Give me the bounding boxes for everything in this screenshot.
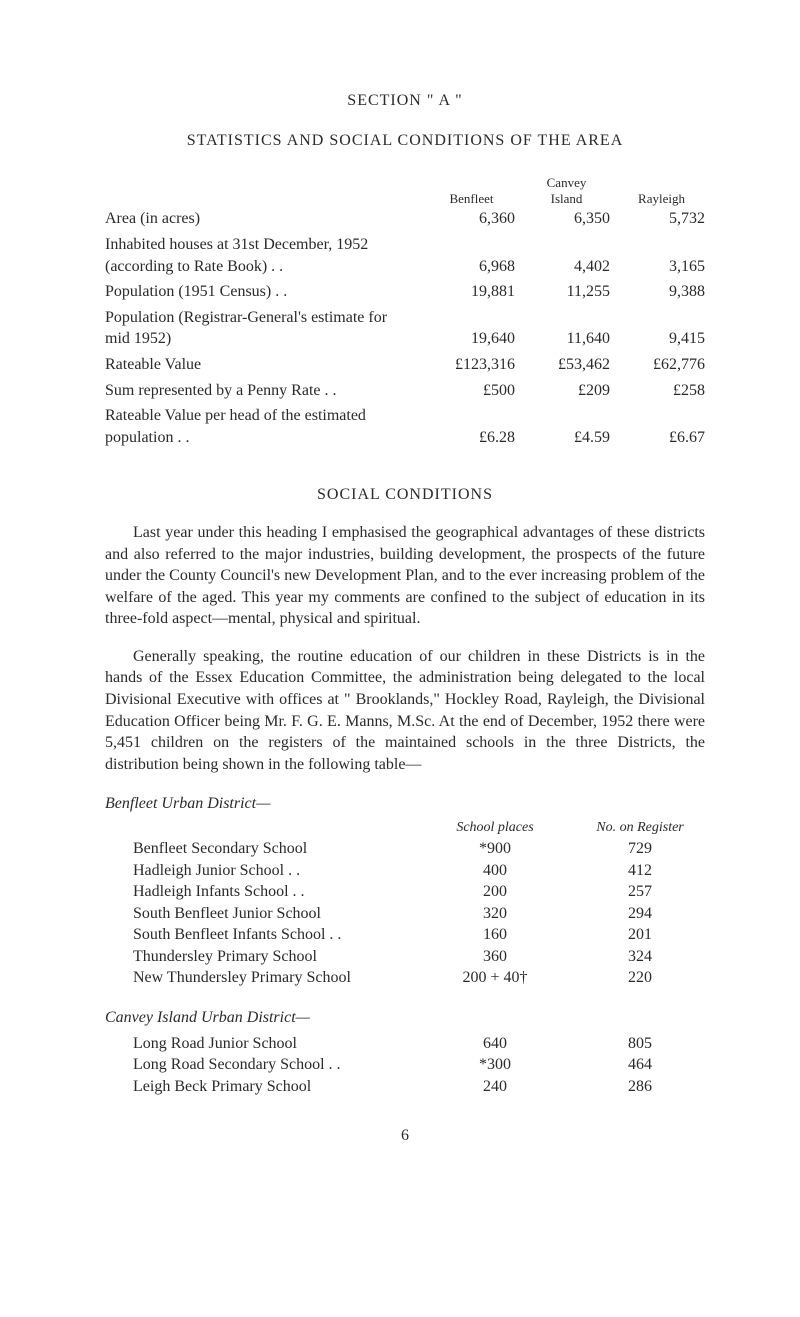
cell: 240: [415, 1076, 575, 1098]
row-label: Population (1951 Census) . .: [105, 281, 420, 303]
district-title: Benfleet Urban District—: [105, 793, 705, 815]
cell: 6,360: [420, 208, 515, 230]
school-name: South Benfleet Junior School: [105, 903, 415, 925]
cell: £123,316: [420, 354, 515, 376]
cell: 320: [415, 903, 575, 925]
cell: 286: [575, 1076, 705, 1098]
paragraph: Generally speaking, the routine educatio…: [105, 646, 705, 776]
row-label: Rateable Value per head of the estimated…: [105, 405, 420, 448]
school-name: New Thundersley Primary School: [105, 967, 415, 989]
cell: 640: [415, 1033, 575, 1055]
cell: £4.59: [515, 427, 610, 449]
cell: £53,462: [515, 354, 610, 376]
cell: 160: [415, 924, 575, 946]
table-row: Population (Registrar-General's estimate…: [105, 307, 705, 350]
table-row: Benfleet Secondary School*900729: [105, 838, 705, 860]
col-header: No. on Register: [575, 819, 705, 838]
school-name: Thundersley Primary School: [105, 946, 415, 968]
school-name: Long Road Junior School: [105, 1033, 415, 1055]
col-header: CanveyIsland: [515, 175, 610, 206]
canvey-school-table: Long Road Junior School640805 Long Road …: [105, 1033, 705, 1098]
school-name: Long Road Secondary School . .: [105, 1054, 415, 1076]
cell: 201: [575, 924, 705, 946]
table-row: South Benfleet Junior School320294: [105, 903, 705, 925]
table-row: Long Road Junior School640805: [105, 1033, 705, 1055]
paragraph: Last year under this heading I emphasise…: [105, 522, 705, 630]
section-title: SECTION " A ": [105, 90, 705, 112]
statistics-table: Benfleet CanveyIsland Rayleigh Area (in …: [105, 175, 705, 448]
cell: 220: [575, 967, 705, 989]
cell: 200 + 40†: [415, 967, 575, 989]
cell: 729: [575, 838, 705, 860]
cell: 3,165: [610, 256, 705, 278]
row-label: Sum represented by a Penny Rate . .: [105, 380, 420, 402]
school-name: Hadleigh Junior School . .: [105, 860, 415, 882]
page-number: 6: [105, 1125, 705, 1147]
cell: 6,350: [515, 208, 610, 230]
cell: 294: [575, 903, 705, 925]
table-row: New Thundersley Primary School200 + 40†2…: [105, 967, 705, 989]
school-name: Leigh Beck Primary School: [105, 1076, 415, 1098]
cell: 400: [415, 860, 575, 882]
table-row: Population (1951 Census) . . 19,881 11,2…: [105, 281, 705, 303]
table-row: Area (in acres) 6,360 6,350 5,732: [105, 208, 705, 230]
cell: 9,415: [610, 328, 705, 350]
cell: £500: [420, 380, 515, 402]
school-name: South Benfleet Infants School . .: [105, 924, 415, 946]
cell: 5,732: [610, 208, 705, 230]
table-row: Rateable Value per head of the estimated…: [105, 405, 705, 448]
cell: 464: [575, 1054, 705, 1076]
table-row: Thundersley Primary School360324: [105, 946, 705, 968]
cell: 9,388: [610, 281, 705, 303]
cell: *900: [415, 838, 575, 860]
table-row: Hadleigh Infants School . .200257: [105, 881, 705, 903]
table-row: Leigh Beck Primary School240286: [105, 1076, 705, 1098]
table-row: Long Road Secondary School . .*300464: [105, 1054, 705, 1076]
table-row: Rateable Value £123,316 £53,462 £62,776: [105, 354, 705, 376]
cell: 11,255: [515, 281, 610, 303]
district-title: Canvey Island Urban District—: [105, 1007, 705, 1029]
cell: 412: [575, 860, 705, 882]
benfleet-school-table: School places No. on Register Benfleet S…: [105, 819, 705, 989]
school-name: Hadleigh Infants School . .: [105, 881, 415, 903]
table-row: Hadleigh Junior School . .400412: [105, 860, 705, 882]
cell: 4,402: [515, 256, 610, 278]
col-header: Benfleet: [420, 175, 515, 206]
cell: 6,968: [420, 256, 515, 278]
cell: 200: [415, 881, 575, 903]
table-header-row: Benfleet CanveyIsland Rayleigh: [105, 175, 705, 206]
cell: 324: [575, 946, 705, 968]
row-label: Rateable Value: [105, 354, 420, 376]
cell: £209: [515, 380, 610, 402]
table-row: South Benfleet Infants School . .160201: [105, 924, 705, 946]
cell: 11,640: [515, 328, 610, 350]
cell: 19,881: [420, 281, 515, 303]
subheading: SOCIAL CONDITIONS: [105, 484, 705, 506]
row-label: Population (Registrar-General's estimate…: [105, 307, 420, 350]
main-title: STATISTICS AND SOCIAL CONDITIONS OF THE …: [105, 130, 705, 152]
cell: £6.28: [420, 427, 515, 449]
cell: £62,776: [610, 354, 705, 376]
cell: *300: [415, 1054, 575, 1076]
cell: 257: [575, 881, 705, 903]
cell: £258: [610, 380, 705, 402]
table-row: Inhabited houses at 31st December, 1952 …: [105, 234, 705, 277]
school-name: Benfleet Secondary School: [105, 838, 415, 860]
row-label: Area (in acres): [105, 208, 420, 230]
cell: 360: [415, 946, 575, 968]
cell: 19,640: [420, 328, 515, 350]
cell: £6.67: [610, 427, 705, 449]
col-header: School places: [415, 819, 575, 838]
row-label: Inhabited houses at 31st December, 1952 …: [105, 234, 420, 277]
cell: 805: [575, 1033, 705, 1055]
col-header: Rayleigh: [610, 175, 705, 206]
school-header-row: School places No. on Register: [105, 819, 705, 838]
table-row: Sum represented by a Penny Rate . . £500…: [105, 380, 705, 402]
